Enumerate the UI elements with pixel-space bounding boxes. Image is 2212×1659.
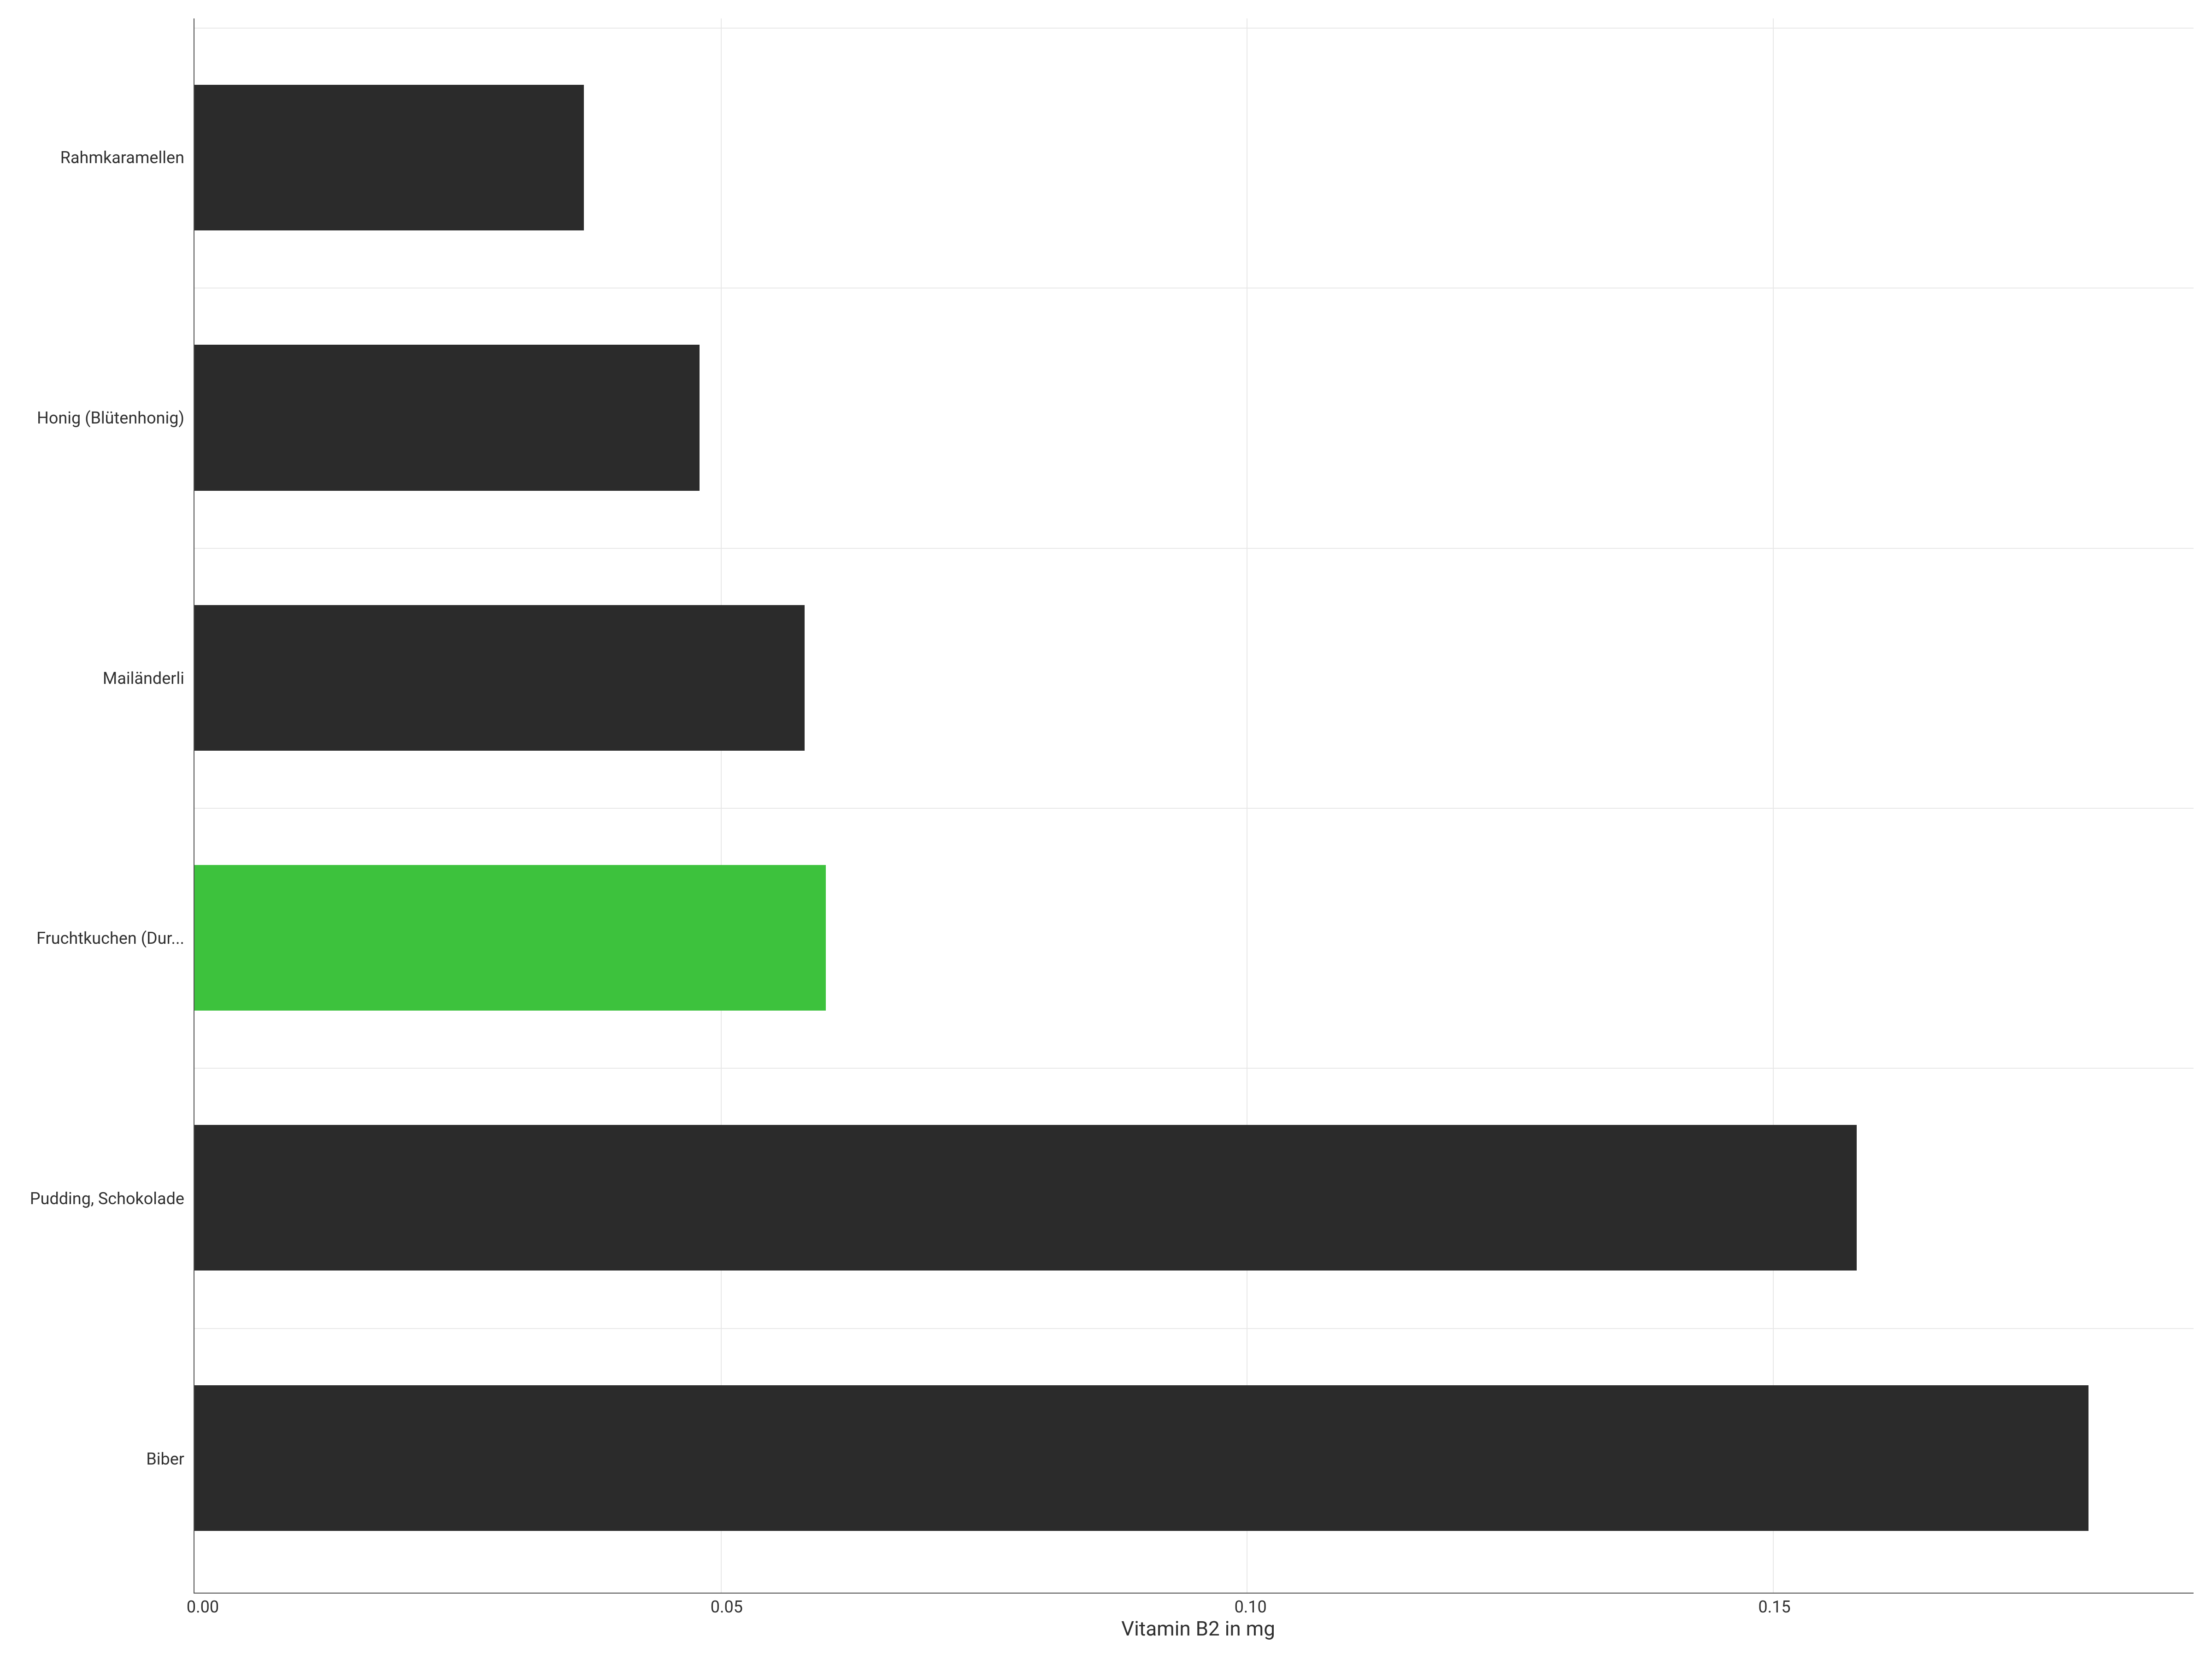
chart-body: RahmkaramellenHonig (Blütenhonig)Mailänd… [18, 18, 2194, 1594]
bar [194, 865, 826, 1011]
x-axis-area: 0.000.050.100.15 Vitamin B2 in mg [18, 1594, 2194, 1641]
y-axis-label: Rahmkaramellen [18, 28, 184, 288]
x-axis-tick-label: 0.10 [1235, 1597, 1267, 1617]
x-axis-title: Vitamin B2 in mg [203, 1617, 2194, 1641]
chart-container: RahmkaramellenHonig (Blütenhonig)Mailänd… [0, 0, 2212, 1659]
y-axis-label: Mailänderli [18, 548, 184, 808]
x-axis-tick-label: 0.05 [711, 1597, 743, 1617]
x-axis-content: 0.000.050.100.15 Vitamin B2 in mg [203, 1594, 2194, 1641]
y-axis-label: Biber [18, 1329, 184, 1589]
x-axis-ticks: 0.000.050.100.15 [203, 1594, 2194, 1612]
y-axis-label: Honig (Blütenhonig) [18, 288, 184, 548]
bar-slot [194, 808, 2194, 1068]
bar-slot [194, 548, 2194, 808]
bar-slot [194, 288, 2194, 547]
bar [194, 85, 584, 230]
y-axis-label: Pudding, Schokolade [18, 1069, 184, 1329]
x-axis-tick-label: 0.15 [1758, 1597, 1790, 1617]
bar-slot [194, 28, 2194, 288]
bar-slot [194, 1068, 2194, 1328]
x-axis-spacer [18, 1594, 203, 1641]
bar [194, 345, 700, 490]
y-axis-labels: RahmkaramellenHonig (Blütenhonig)Mailänd… [18, 18, 194, 1594]
bar-slot [194, 1328, 2194, 1588]
bar [194, 605, 805, 751]
bar [194, 1385, 2088, 1531]
y-axis-label: Fruchtkuchen (Dur... [18, 808, 184, 1069]
bars-group [194, 28, 2194, 1588]
x-axis-tick-label: 0.00 [187, 1597, 219, 1617]
plot-area [194, 18, 2194, 1594]
bar [194, 1125, 1857, 1271]
